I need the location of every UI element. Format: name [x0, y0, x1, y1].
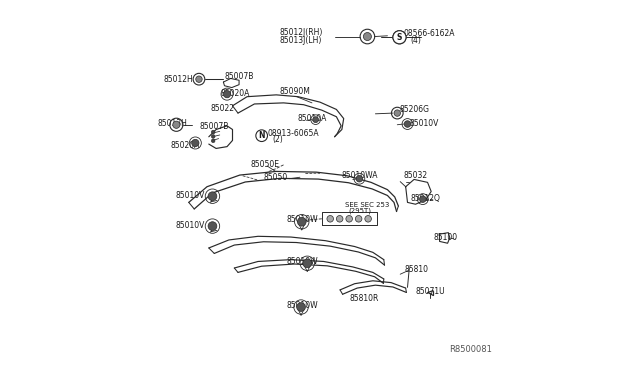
Circle shape: [346, 215, 353, 222]
Text: 85012Q: 85012Q: [410, 194, 440, 203]
Circle shape: [297, 303, 305, 311]
Circle shape: [173, 121, 180, 128]
Circle shape: [356, 176, 363, 182]
Circle shape: [211, 130, 215, 134]
Text: 85013J(LH): 85013J(LH): [279, 36, 321, 45]
Circle shape: [396, 34, 403, 41]
Circle shape: [313, 117, 319, 122]
Text: 85010W: 85010W: [287, 301, 318, 310]
Circle shape: [256, 130, 268, 141]
Circle shape: [337, 215, 343, 222]
Text: 85071U: 85071U: [415, 287, 445, 296]
Circle shape: [191, 140, 199, 147]
Circle shape: [355, 215, 362, 222]
Text: SEE SEC 253: SEE SEC 253: [345, 202, 389, 208]
Text: R8500081: R8500081: [449, 346, 492, 355]
Text: (295T): (295T): [348, 208, 371, 214]
Text: 85100: 85100: [434, 233, 458, 242]
Circle shape: [223, 90, 230, 98]
Text: 85810: 85810: [404, 265, 429, 274]
Text: 85013H: 85013H: [158, 119, 188, 128]
Text: 85007B: 85007B: [200, 122, 229, 131]
Text: 85050E: 85050E: [250, 160, 279, 169]
Text: 85810R: 85810R: [350, 294, 380, 303]
Circle shape: [211, 139, 215, 142]
Circle shape: [211, 135, 215, 138]
Text: N: N: [259, 131, 265, 140]
Circle shape: [364, 32, 371, 41]
Text: S: S: [397, 33, 402, 42]
Text: 85032: 85032: [403, 171, 428, 180]
Circle shape: [404, 121, 411, 127]
Text: 85010WA: 85010WA: [342, 171, 378, 180]
Text: 85022: 85022: [211, 104, 235, 113]
Text: 85050: 85050: [264, 173, 288, 183]
Text: 85020A: 85020A: [170, 141, 200, 150]
Text: 85020A: 85020A: [221, 89, 250, 97]
Text: 85010V: 85010V: [176, 190, 205, 200]
Circle shape: [327, 215, 333, 222]
Text: 85010V: 85010V: [410, 119, 438, 128]
Text: 85012J(RH): 85012J(RH): [279, 28, 323, 37]
Text: 85010A: 85010A: [298, 114, 327, 123]
Text: 85010W: 85010W: [287, 215, 318, 224]
Text: 85206G: 85206G: [399, 105, 429, 114]
Text: (4): (4): [410, 36, 421, 45]
Circle shape: [420, 196, 426, 202]
Text: 08913-6065A: 08913-6065A: [267, 129, 319, 138]
Text: (2): (2): [273, 135, 284, 144]
Text: 85010V: 85010V: [176, 221, 205, 230]
Text: 85012H: 85012H: [164, 75, 194, 84]
Circle shape: [208, 222, 217, 231]
Circle shape: [303, 259, 312, 268]
Circle shape: [208, 192, 217, 201]
Circle shape: [298, 217, 306, 226]
Text: 85090M: 85090M: [279, 87, 310, 96]
Circle shape: [196, 76, 202, 82]
Circle shape: [394, 110, 401, 116]
Text: 85007B: 85007B: [224, 72, 253, 81]
Circle shape: [393, 31, 406, 44]
Circle shape: [365, 215, 371, 222]
Text: 08566-6162A: 08566-6162A: [404, 29, 455, 38]
Text: 85010W: 85010W: [287, 257, 318, 266]
